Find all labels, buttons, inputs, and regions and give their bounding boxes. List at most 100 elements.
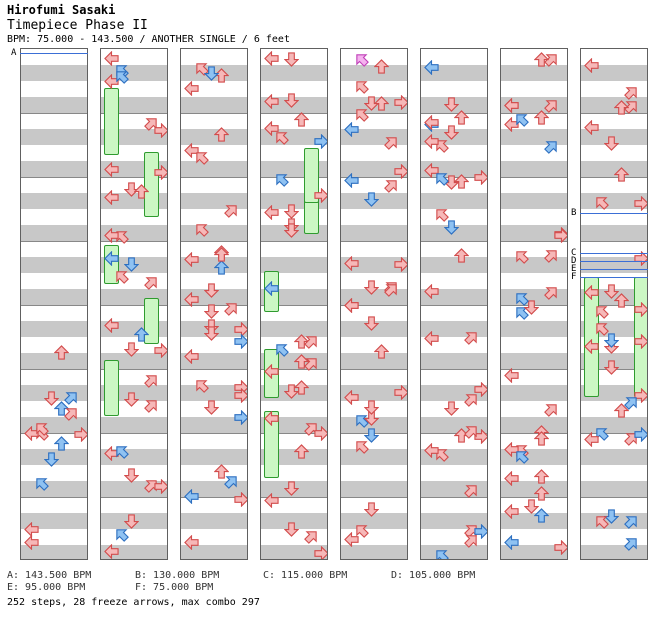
bpm-change-line — [580, 277, 648, 278]
step-arrow — [474, 428, 487, 445]
step-arrow — [293, 112, 310, 127]
step-arrow — [603, 333, 620, 348]
step-arrow — [363, 502, 380, 517]
beat-stripe — [21, 481, 87, 497]
step-arrow — [194, 222, 209, 237]
step-arrow — [394, 256, 407, 273]
measure-line — [501, 241, 567, 242]
step-arrow — [434, 447, 449, 462]
step-arrow — [613, 293, 630, 308]
measure-line — [181, 497, 247, 498]
step-arrow — [373, 59, 390, 74]
measure-line — [101, 305, 167, 306]
step-arrow — [264, 410, 279, 427]
legend-d: D: 105.000 BPM — [391, 570, 476, 581]
measure-column — [580, 48, 648, 560]
measure-line — [261, 177, 327, 178]
step-arrow — [213, 127, 230, 142]
step-arrow — [624, 431, 639, 446]
step-arrow — [533, 469, 550, 484]
beat-stripe — [341, 161, 407, 177]
beat-stripe — [181, 417, 247, 433]
freeze-arrow — [144, 298, 159, 344]
step-arrow — [533, 110, 550, 125]
measure-line — [341, 113, 407, 114]
step-arrow — [613, 100, 630, 115]
step-arrow — [283, 481, 300, 496]
step-arrow — [293, 380, 310, 395]
step-arrow — [504, 116, 519, 133]
step-arrow — [544, 248, 559, 263]
step-arrow — [634, 301, 647, 318]
step-arrow — [264, 204, 279, 221]
step-arrow — [624, 536, 639, 551]
beat-stripe — [261, 321, 327, 337]
step-arrow — [424, 59, 439, 76]
beat-stripe — [181, 129, 247, 145]
step-arrow — [634, 333, 647, 350]
measure-line — [21, 241, 87, 242]
measure-line — [341, 497, 407, 498]
step-arrow — [283, 93, 300, 108]
beat-stripe — [21, 65, 87, 81]
beat-stripe — [181, 225, 247, 241]
step-arrow — [184, 251, 199, 268]
bpm-change-line — [580, 253, 648, 254]
step-arrow — [594, 304, 609, 319]
step-arrow — [133, 184, 150, 199]
step-arrow — [104, 189, 119, 206]
step-arrow — [24, 534, 39, 551]
measure-column — [340, 48, 408, 560]
step-arrow — [464, 330, 479, 345]
measure-line — [501, 177, 567, 178]
beat-stripe — [21, 513, 87, 529]
step-arrow — [304, 356, 319, 371]
step-arrow — [594, 195, 609, 210]
step-arrow — [264, 93, 279, 110]
chart-meta: BPM: 75.000 - 143.500 / ANOTHER SINGLE /… — [7, 34, 290, 45]
step-arrow — [274, 342, 289, 357]
measure-line — [581, 241, 647, 242]
step-arrow — [394, 384, 407, 401]
beat-stripe — [181, 97, 247, 113]
measure-line — [581, 177, 647, 178]
step-arrow — [224, 301, 239, 316]
step-arrow — [523, 499, 540, 514]
step-arrow — [453, 110, 470, 125]
step-arrow — [544, 285, 559, 300]
step-arrow — [354, 523, 369, 538]
step-arrow — [224, 474, 239, 489]
step-arrow — [184, 534, 199, 551]
beat-stripe — [341, 321, 407, 337]
step-arrow — [123, 514, 140, 529]
step-arrow — [424, 330, 439, 347]
step-arrow — [624, 85, 639, 100]
step-arrow — [533, 431, 550, 446]
step-arrow — [443, 97, 460, 112]
step-arrow — [474, 381, 487, 398]
step-arrow — [474, 169, 487, 186]
step-arrow — [464, 392, 479, 407]
measure-line — [261, 305, 327, 306]
measure-line — [21, 433, 87, 434]
step-arrow — [344, 531, 359, 548]
step-arrow — [213, 247, 230, 262]
step-arrow — [424, 133, 439, 150]
step-arrow — [144, 398, 159, 413]
step-arrow — [634, 387, 647, 404]
measure-column — [20, 48, 88, 560]
measure-line — [101, 241, 167, 242]
beat-stripe — [341, 513, 407, 529]
step-arrow — [453, 174, 470, 189]
step-arrow — [114, 269, 129, 284]
beat-stripe — [581, 65, 647, 81]
song-title: Timepiece Phase II — [7, 18, 148, 33]
measure-column — [420, 48, 488, 560]
step-arrow — [363, 192, 380, 207]
measure-line — [501, 433, 567, 434]
step-arrow — [283, 223, 300, 238]
legend-b: B: 130.000 BPM — [135, 570, 220, 581]
step-arrow — [344, 389, 359, 406]
beat-stripe — [21, 129, 87, 145]
freeze-arrow — [104, 88, 119, 155]
